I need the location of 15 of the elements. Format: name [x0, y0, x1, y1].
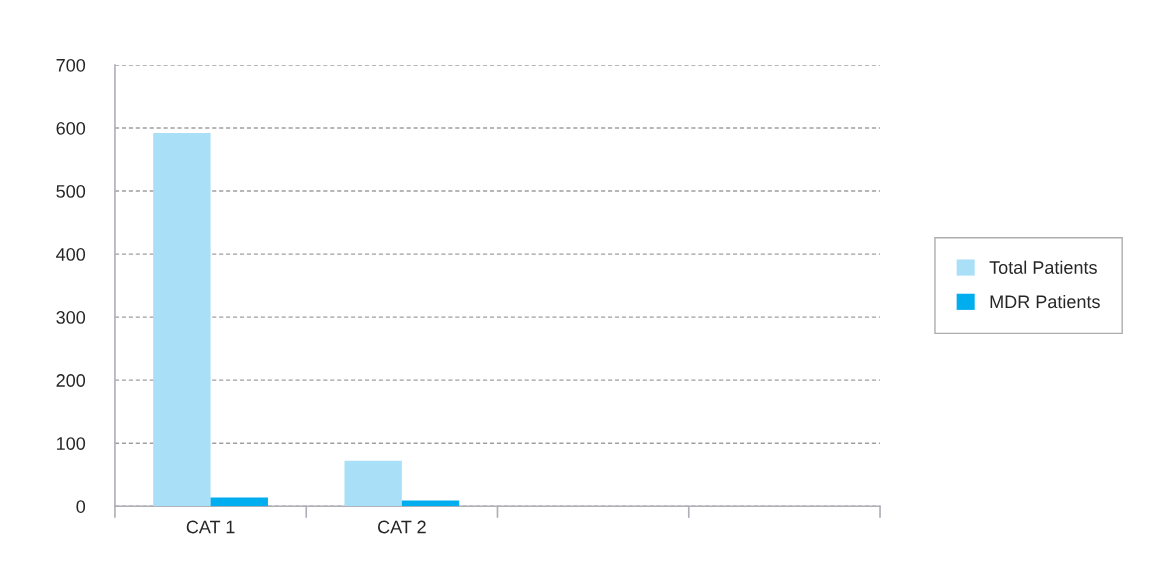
x-tick-label: CAT 1 [186, 520, 235, 534]
legend-label: MDR Patients [990, 294, 1100, 309]
legend-label: Total Patients [989, 260, 1097, 274]
y-tick-label: 0 [76, 500, 86, 513]
y-tick-label: 600 [56, 121, 86, 135]
y-tick-label: 100 [57, 437, 86, 450]
y-tick-label: 500 [56, 184, 86, 198]
x-tick-label: CAT 2 [378, 520, 426, 534]
y-tick-label: 300 [56, 311, 86, 324]
y-tick-label: 200 [56, 374, 86, 387]
bar [344, 460, 402, 507]
y-tick-label: 400 [56, 248, 86, 261]
bar [153, 133, 211, 507]
bar [210, 497, 268, 507]
y-tick-label: 700 [56, 58, 86, 72]
